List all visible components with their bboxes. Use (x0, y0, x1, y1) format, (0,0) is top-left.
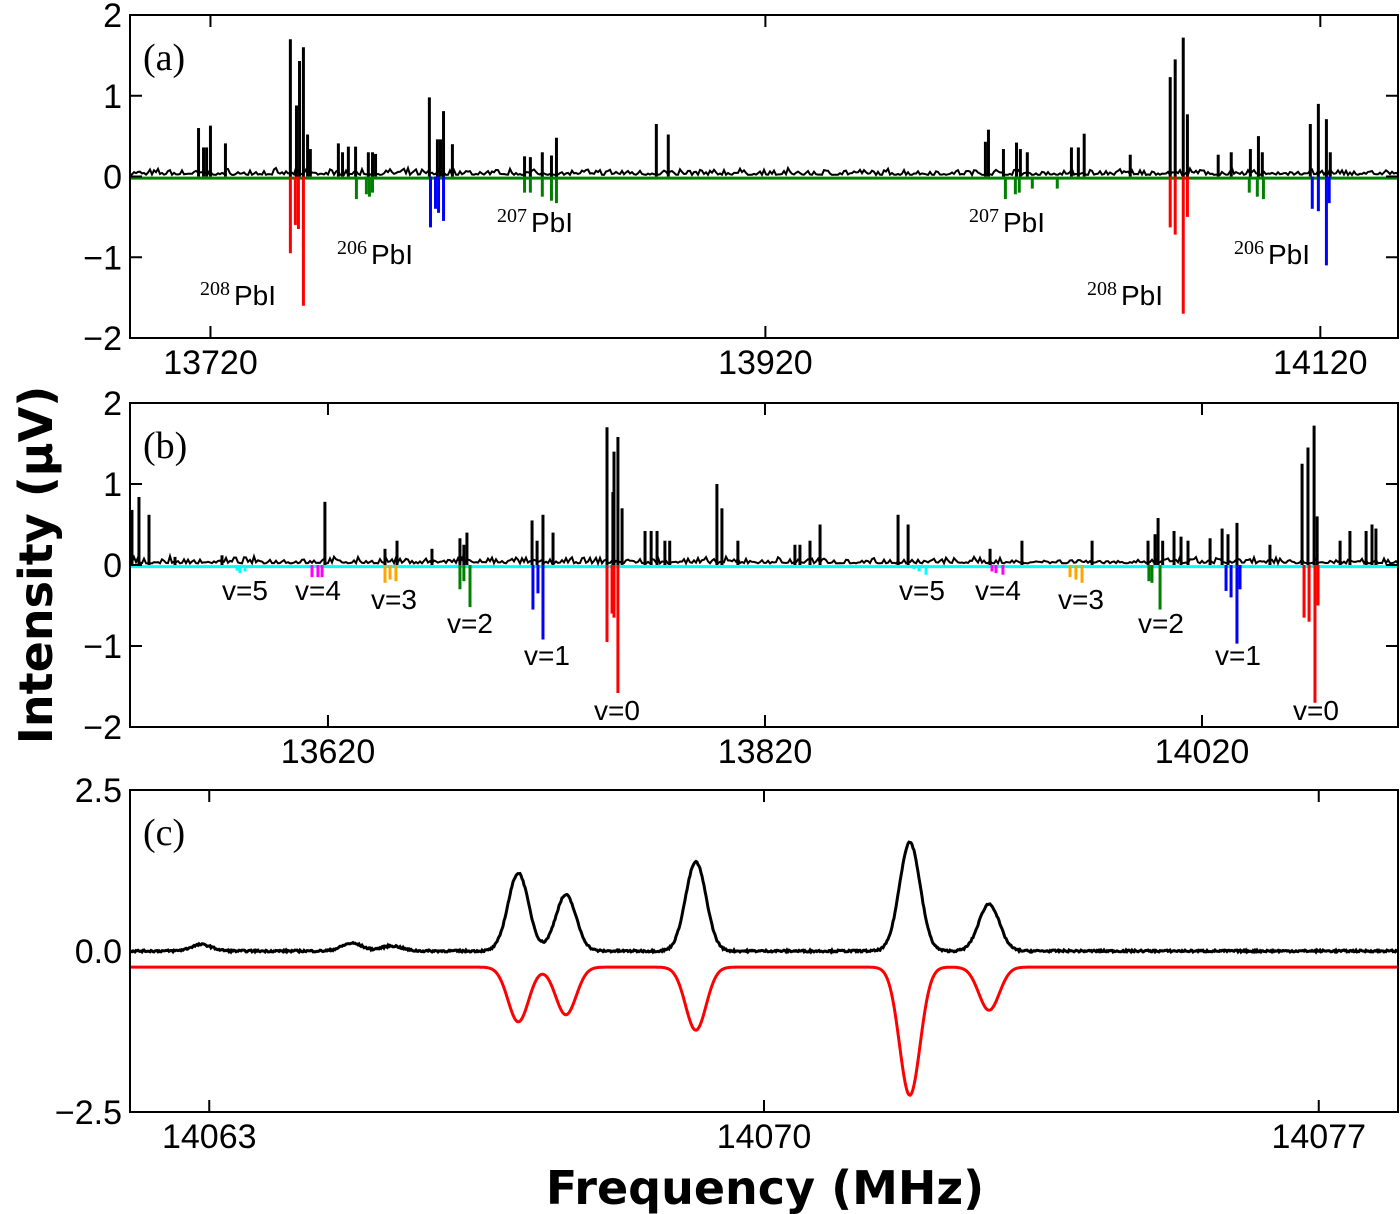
y-tick-label: 1 (103, 466, 122, 504)
panel-b: 2 1 0 −1 −2 13620 13820 14020 (b) v=5 v=4 v=3 v=2 v=1… (83, 385, 1399, 771)
vibrational-state-label: v=4 (975, 575, 1021, 606)
panel-label: (c) (143, 812, 185, 854)
y-tick-label: −2 (83, 320, 122, 358)
y-tick-label: 2 (103, 385, 122, 423)
mass-number: 206 (1234, 237, 1264, 259)
observed-baseline-noise (129, 165, 1399, 178)
vibrational-state-label: v=5 (899, 575, 945, 606)
vibrational-state-label: v=2 (447, 608, 493, 639)
y-tick-label: −1 (83, 628, 122, 666)
plot-data (129, 37, 1399, 314)
molecule-name: PbI (1121, 280, 1163, 311)
y-tick-label: 0 (103, 547, 122, 585)
vibrational-state-label: v=5 (222, 575, 268, 606)
y-tick-label: 1 (103, 78, 122, 116)
x-tick-label: 13820 (718, 733, 813, 771)
isotopologue-label: 206 PbI (1234, 237, 1310, 270)
y-tick-label: 2.5 (75, 772, 122, 810)
plot-data (129, 840, 1400, 1097)
x-tick-label: 14070 (717, 1118, 812, 1156)
x-tick-label: 14077 (1271, 1118, 1366, 1156)
panel-label: (a) (143, 37, 185, 79)
fit-trace (130, 965, 1398, 1097)
x-tick-label: 13720 (163, 344, 258, 382)
x-tick-label: 14120 (1273, 344, 1368, 382)
isotopologue-label: 207 PbI (969, 205, 1045, 238)
vibrational-state-label: v=1 (524, 640, 570, 671)
vibrational-state-label: v=0 (1293, 695, 1339, 726)
x-tick-label: 13920 (718, 344, 813, 382)
y-tick-label: −2 (83, 709, 122, 747)
y-tick-label: 2 (103, 0, 122, 35)
vibrational-state-label: v=2 (1138, 608, 1184, 639)
molecule-name: PbI (1003, 207, 1045, 238)
isotopologue-label: 206 PbI (337, 237, 413, 270)
vibrational-state-label: v=4 (295, 575, 341, 606)
y-tick-label: −1 (83, 239, 122, 277)
mass-number: 207 (497, 205, 527, 227)
vibrational-state-label: v=3 (371, 584, 417, 615)
panel-label: (b) (143, 425, 187, 467)
mass-number: 207 (969, 205, 999, 227)
vibrational-state-label: v=0 (594, 695, 640, 726)
plot-data (129, 425, 1399, 703)
vibrational-state-label: v=3 (1058, 584, 1104, 615)
mass-number: 208 (200, 278, 230, 300)
panel-c: 2.5 0.0 −2.5 14063 14070 14077 (c) (55, 772, 1400, 1156)
plot-frame (129, 402, 1399, 728)
observed-baseline-noise (129, 552, 1399, 567)
y-tick-label: −2.5 (55, 1094, 122, 1132)
molecule-name: PbI (234, 280, 276, 311)
isotopologue-label: 207 PbI (497, 205, 573, 238)
isotopologue-label: 208 PbI (1087, 278, 1163, 311)
vibrational-state-label: v=1 (1215, 640, 1261, 671)
x-tick-label: 14063 (162, 1118, 257, 1156)
y-tick-label: 0.0 (75, 933, 122, 971)
molecule-name: PbI (1268, 239, 1310, 270)
molecule-name: PbI (371, 239, 413, 270)
mass-number: 206 (337, 237, 367, 259)
observed-trace (129, 840, 1400, 955)
x-tick-label: 13620 (281, 733, 376, 771)
plot-frame (129, 14, 1399, 339)
y-axis-label: Intensity (μV) (9, 386, 63, 744)
isotopologue-label: 208 PbI (200, 278, 276, 311)
molecule-name: PbI (531, 207, 573, 238)
y-tick-label: 0 (103, 159, 122, 197)
mass-number: 208 (1087, 278, 1117, 300)
x-axis-label: Frequency (MHz) (546, 1161, 984, 1214)
x-tick-label: 14020 (1155, 733, 1250, 771)
